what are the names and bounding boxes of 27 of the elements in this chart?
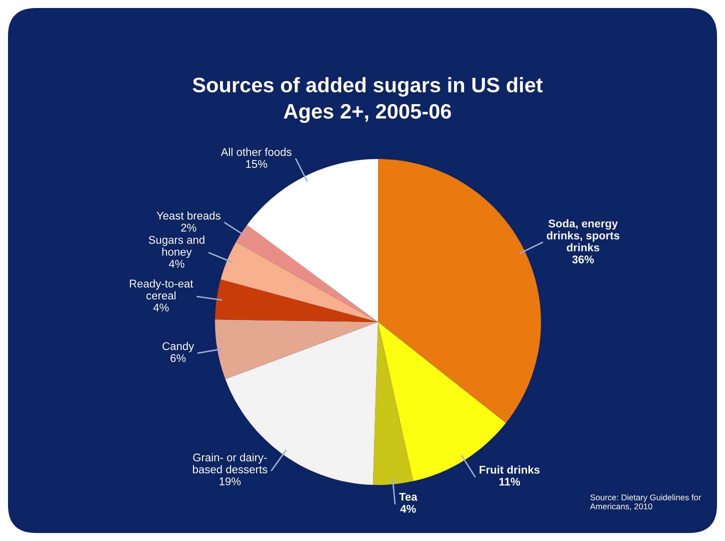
pie-slice: [247, 159, 378, 322]
data-label: 36%: [572, 256, 594, 264]
slice-label: Candy: [162, 342, 194, 352]
source-note: Source: Dietary Guidelines for Americans, 2010: [590, 494, 702, 510]
data-label: 2%: [181, 224, 196, 232]
data-label: 6%: [170, 354, 186, 362]
chart-title: Sources of added sugars in US diet Ages 2+, 2005-06: [192, 77, 543, 123]
pie-slice: [372, 322, 414, 485]
slice-label: Grain- or dairy- based desserts: [192, 453, 268, 474]
data-label: 11%: [499, 478, 520, 486]
slice-label: All other foods: [220, 148, 292, 156]
data-label: 4%: [400, 504, 416, 513]
pie-slice: [220, 242, 378, 322]
data-label: 19%: [220, 477, 241, 486]
data-label: 4%: [168, 260, 184, 268]
pie-slice: [378, 159, 541, 424]
data-label: 4%: [153, 304, 169, 312]
slice-label: Yeast breads: [156, 211, 220, 220]
slice-label: Sugars and honey: [148, 236, 204, 258]
slice-label: Ready-to-eat cereal: [130, 279, 194, 300]
pie-slice: [215, 319, 378, 380]
slice-label: Tea: [399, 493, 418, 501]
slice-label: Fruit drinks: [480, 466, 540, 474]
pie-slice: [236, 224, 378, 322]
slice-label: Soda, energy drinks, sports drinks: [546, 219, 620, 252]
data-label: 15%: [246, 160, 268, 168]
pie-slice: [215, 279, 378, 322]
